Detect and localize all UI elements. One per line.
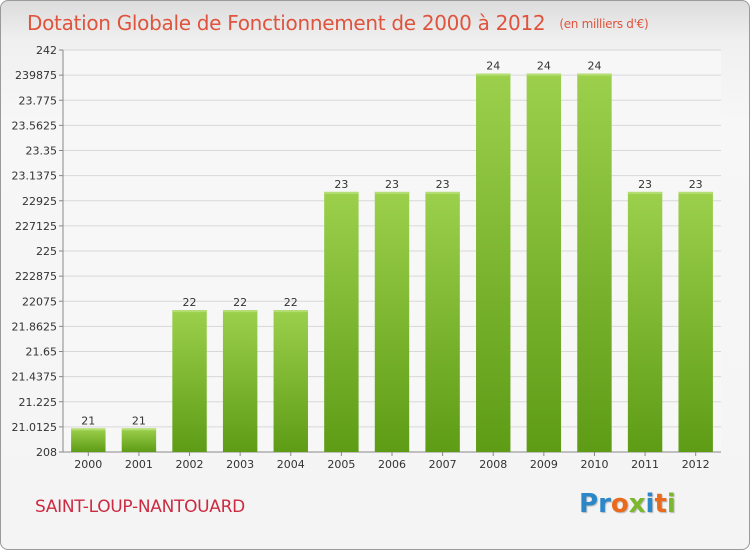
bar-value-label: 22 — [284, 296, 298, 309]
bar-value-label: 22 — [233, 296, 247, 309]
bar — [627, 191, 663, 452]
bar — [678, 191, 713, 452]
bar — [425, 191, 460, 452]
y-tick-label: 21.65 — [26, 346, 58, 359]
y-tick-label: 225 — [36, 245, 57, 258]
y-tick-label: 21.225 — [19, 396, 58, 409]
y-tick-label: 239875 — [15, 69, 57, 82]
logo-letter: r — [598, 489, 611, 519]
bar — [476, 73, 511, 452]
commune-name: SAINT-LOUP-NANTOUARD — [35, 497, 245, 517]
logo-letter: i — [645, 489, 655, 519]
bar-highlight — [678, 191, 713, 194]
bar — [222, 310, 258, 452]
bar — [273, 310, 308, 452]
x-tick-label: 2011 — [631, 458, 659, 471]
bar — [374, 191, 410, 452]
bar-value-label: 24 — [537, 60, 551, 73]
y-tick-label: 23.775 — [19, 94, 58, 107]
x-tick-label: 2005 — [327, 458, 355, 471]
bar-highlight — [71, 428, 106, 431]
chart-unit-label: (en milliers d'€) — [559, 17, 649, 31]
x-tick-label: 2001 — [125, 458, 153, 471]
logo-letter: P — [579, 489, 599, 519]
y-tick-label: 23.35 — [26, 145, 58, 158]
bar-highlight — [577, 73, 612, 76]
bar-highlight — [324, 191, 359, 194]
x-tick-label: 2008 — [479, 458, 507, 471]
bar-value-label: 24 — [486, 60, 500, 73]
y-tick-label: 208 — [36, 446, 57, 459]
bar — [577, 73, 612, 452]
bar-highlight — [476, 73, 511, 76]
x-tick-label: 2004 — [277, 458, 305, 471]
bar-value-label: 24 — [587, 60, 601, 73]
bar-highlight — [273, 310, 308, 313]
x-tick-label: 2012 — [682, 458, 710, 471]
bar — [71, 428, 106, 452]
bar-value-label: 23 — [689, 178, 703, 191]
bar-highlight — [222, 310, 258, 313]
logo-letter: t — [654, 489, 667, 519]
chart-title-text: Dotation Globale de Fonctionnement de 20… — [27, 11, 546, 35]
y-tick-label: 242 — [36, 44, 57, 57]
bar — [324, 191, 359, 452]
y-tick-label: 22075 — [22, 295, 57, 308]
y-tick-label: 21.0125 — [12, 421, 58, 434]
bar-value-label: 23 — [436, 178, 450, 191]
x-tick-label: 2010 — [580, 458, 608, 471]
logo-letter: i — [666, 489, 676, 519]
bar-value-label: 23 — [385, 178, 399, 191]
x-tick-label: 2000 — [74, 458, 102, 471]
bar — [526, 73, 562, 452]
bar-highlight — [121, 428, 157, 431]
bar-value-label: 22 — [183, 296, 197, 309]
x-tick-label: 2009 — [530, 458, 558, 471]
logo-letter: o — [610, 489, 629, 519]
bar — [172, 310, 207, 452]
bar-value-label: 21 — [81, 414, 95, 427]
bar-value-label: 23 — [638, 178, 652, 191]
x-tick-label: 2007 — [429, 458, 457, 471]
bar-highlight — [374, 191, 410, 194]
y-tick-label: 227125 — [15, 220, 57, 233]
bar-highlight — [627, 191, 663, 194]
bar — [121, 428, 157, 452]
bar-value-label: 23 — [334, 178, 348, 191]
x-tick-label: 2006 — [378, 458, 406, 471]
x-tick-label: 2003 — [226, 458, 254, 471]
chart-title: Dotation Globale de Fonctionnement de 20… — [27, 11, 649, 35]
proxiti-logo[interactable]: Proxiti — [579, 489, 676, 519]
y-tick-label: 222875 — [15, 270, 57, 283]
bar-highlight — [172, 310, 207, 313]
bar-value-label: 21 — [132, 414, 146, 427]
bar-highlight — [425, 191, 460, 194]
bar-highlight — [526, 73, 562, 76]
y-tick-label: 23.1375 — [12, 170, 58, 183]
logo-letter: x — [628, 489, 646, 519]
x-tick-label: 2002 — [176, 458, 204, 471]
y-tick-label: 23.5625 — [12, 119, 58, 132]
y-tick-label: 21.4375 — [12, 371, 58, 384]
y-tick-label: 21.8625 — [12, 320, 58, 333]
y-tick-label: 22925 — [22, 195, 57, 208]
